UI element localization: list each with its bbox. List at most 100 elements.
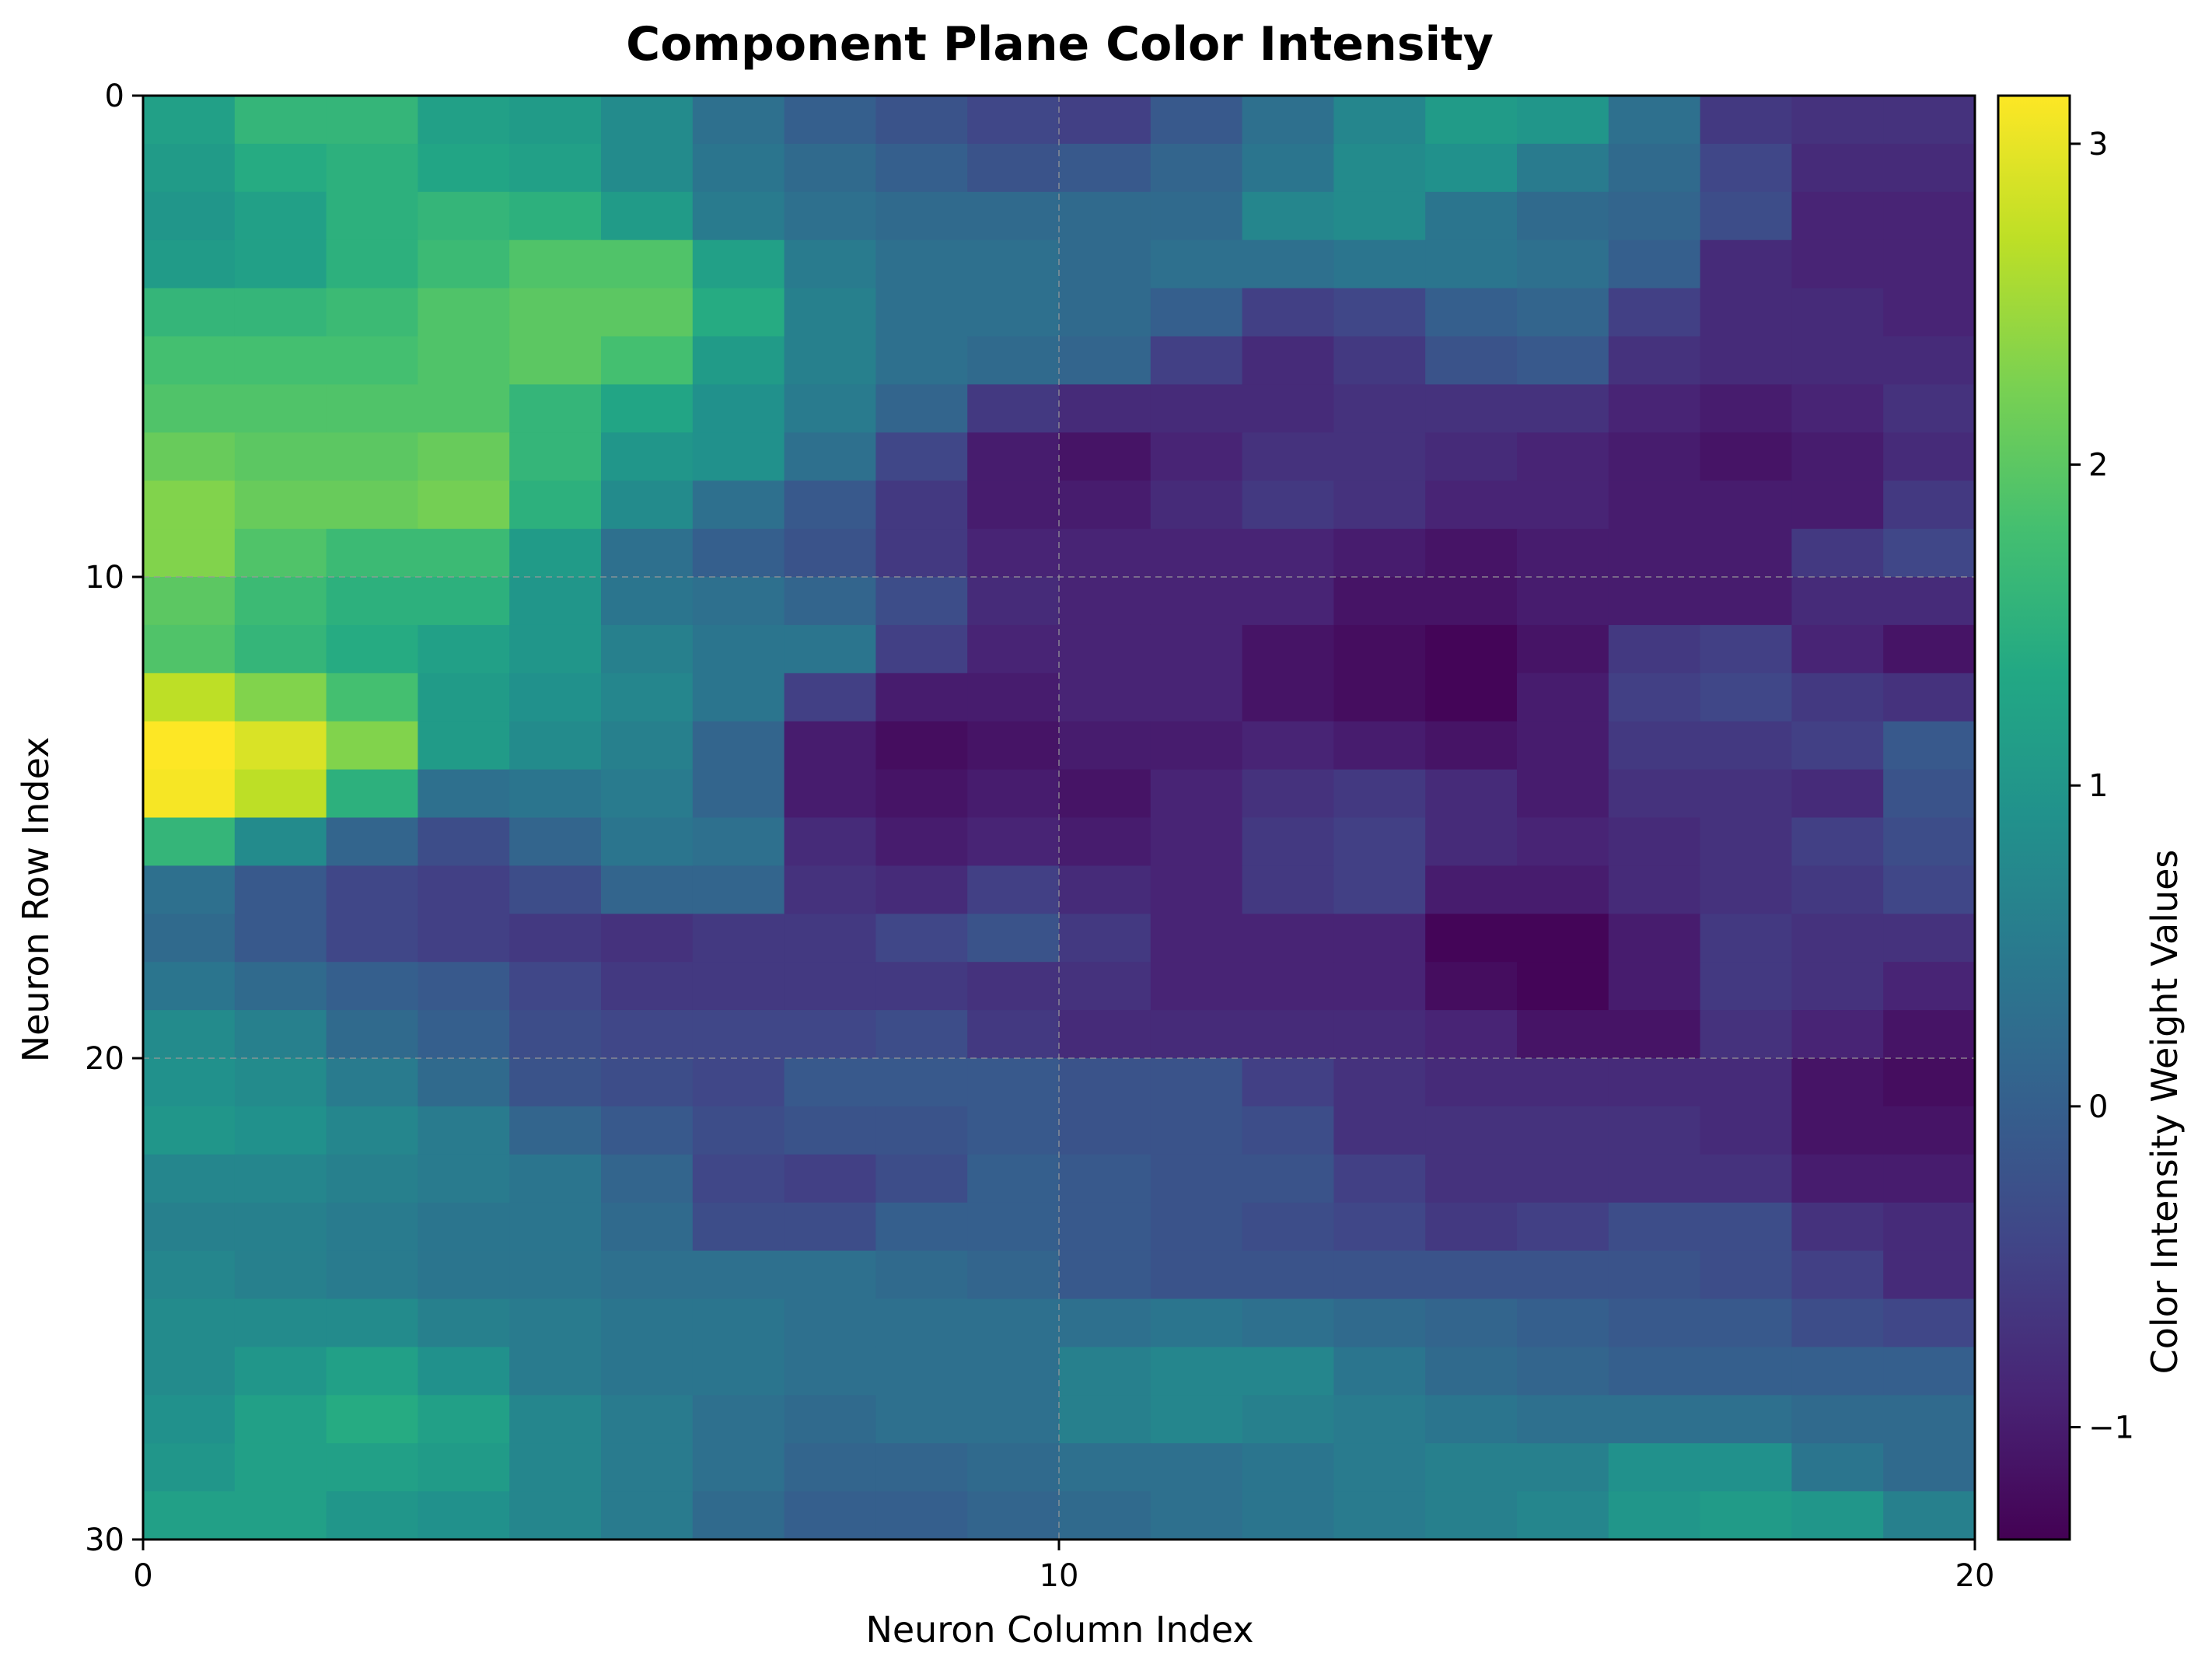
heatmap-cell: [1333, 1202, 1426, 1252]
heatmap-cell: [1791, 962, 1884, 1011]
heatmap-cell: [234, 865, 327, 915]
heatmap-cell: [509, 1491, 602, 1540]
heatmap-cell: [692, 721, 785, 771]
heatmap-cell: [692, 817, 785, 867]
heatmap-cell: [418, 624, 510, 674]
heatmap-cell: [967, 1010, 1060, 1059]
heatmap-cell: [418, 481, 510, 529]
heatmap-cell: [143, 529, 236, 578]
heatmap-cell: [784, 1058, 877, 1107]
heatmap-cell: [1425, 673, 1518, 722]
heatmap-cell: [1333, 481, 1426, 529]
heatmap-cell: [1608, 1154, 1701, 1204]
heatmap-cell: [1517, 96, 1609, 145]
heatmap-cell: [1700, 384, 1793, 434]
heatmap-cell: [601, 1058, 694, 1107]
heatmap-cell: [1517, 1202, 1609, 1252]
heatmap-cell: [967, 1395, 1060, 1444]
heatmap-cell: [509, 1443, 602, 1492]
heatmap-cell: [601, 529, 694, 578]
heatmap-cell: [1059, 721, 1151, 771]
heatmap-cell: [1791, 577, 1884, 626]
y-axis-ticks: 0 10 20 30: [85, 79, 143, 1558]
heatmap-cell: [967, 673, 1060, 722]
heatmap-cell: [601, 432, 694, 481]
heatmap-cell: [418, 577, 510, 626]
heatmap-cell: [1791, 1202, 1884, 1252]
heatmap-cell: [1150, 1106, 1243, 1155]
heatmap-cell: [1425, 962, 1518, 1011]
heatmap-cell: [692, 962, 785, 1011]
heatmap-cell: [1059, 1154, 1151, 1204]
heatmap-cell: [967, 336, 1060, 386]
heatmap-cell: [143, 624, 236, 674]
heatmap-cell: [1242, 336, 1335, 386]
heatmap-cell: [967, 1298, 1060, 1348]
heatmap-cell: [1517, 1347, 1609, 1396]
heatmap-cell: [601, 817, 694, 867]
heatmap-cell: [1700, 1106, 1793, 1155]
heatmap-cell: [875, 721, 968, 771]
heatmap-cell: [1608, 288, 1701, 337]
heatmap-cell: [1150, 817, 1243, 867]
heatmap-cell: [1425, 1298, 1518, 1348]
heatmap-cell: [1883, 962, 1976, 1011]
heatmap-cell: [326, 1250, 419, 1300]
heatmap-cell: [1333, 865, 1426, 915]
heatmap-cell: [967, 577, 1060, 626]
heatmap-cell: [692, 239, 785, 289]
heatmap-cell: [1883, 432, 1976, 481]
heatmap-cell: [784, 817, 877, 867]
heatmap-cell: [1791, 481, 1884, 529]
heatmap-cell: [601, 1298, 694, 1348]
heatmap-cell: [1700, 865, 1793, 915]
heatmap-cell: [1150, 721, 1243, 771]
heatmap-cell: [509, 1058, 602, 1107]
heatmap-cell: [967, 96, 1060, 145]
heatmap-cell: [234, 288, 327, 337]
heatmap-cell: [1333, 817, 1426, 867]
heatmap-cell: [1791, 191, 1884, 241]
heatmap-cell: [1425, 191, 1518, 241]
heatmap-cell: [418, 673, 510, 722]
heatmap-cell: [1700, 239, 1793, 289]
heatmap-cell: [1150, 1443, 1243, 1492]
heatmap-cell: [143, 721, 236, 771]
heatmap-cell: [1059, 96, 1151, 145]
heatmap-cell: [418, 384, 510, 434]
heatmap-cell: [143, 1347, 236, 1396]
heatmap-cell: [1242, 191, 1335, 241]
heatmap-cell: [967, 384, 1060, 434]
heatmap-cell: [1150, 865, 1243, 915]
heatmap-cell: [1517, 865, 1609, 915]
heatmap-cell: [1425, 336, 1518, 386]
heatmap-cell: [1425, 384, 1518, 434]
colorbar-tick-label: −1: [2088, 1410, 2134, 1446]
heatmap-cell: [1059, 673, 1151, 722]
heatmap-cell: [234, 336, 327, 386]
heatmap-cell: [601, 962, 694, 1011]
heatmap-cell: [1425, 1347, 1518, 1396]
heatmap-cell: [1791, 673, 1884, 722]
heatmap-cell: [143, 1154, 236, 1204]
heatmap-cell: [1333, 1058, 1426, 1107]
heatmap-cell: [1883, 673, 1976, 722]
heatmap-cell: [1425, 1443, 1518, 1492]
heatmap-cell: [418, 1058, 510, 1107]
heatmap-cell: [1150, 1298, 1243, 1348]
heatmap-cell: [1700, 1298, 1793, 1348]
heatmap-cell: [1150, 288, 1243, 337]
heatmap-cell: [1333, 336, 1426, 386]
heatmap-cell: [967, 481, 1060, 529]
heatmap-cell: [1791, 1347, 1884, 1396]
heatmap-cell: [601, 384, 694, 434]
heatmap-cell: [967, 914, 1060, 963]
heatmap-cell: [1608, 239, 1701, 289]
heatmap-cell: [1608, 1058, 1701, 1107]
heatmap-cell: [234, 1010, 327, 1059]
heatmap-cell: [601, 191, 694, 241]
heatmap-cell: [326, 865, 419, 915]
heatmap-cell: [326, 1347, 419, 1396]
heatmap-cell: [1425, 1154, 1518, 1204]
heatmap-cell: [601, 1154, 694, 1204]
